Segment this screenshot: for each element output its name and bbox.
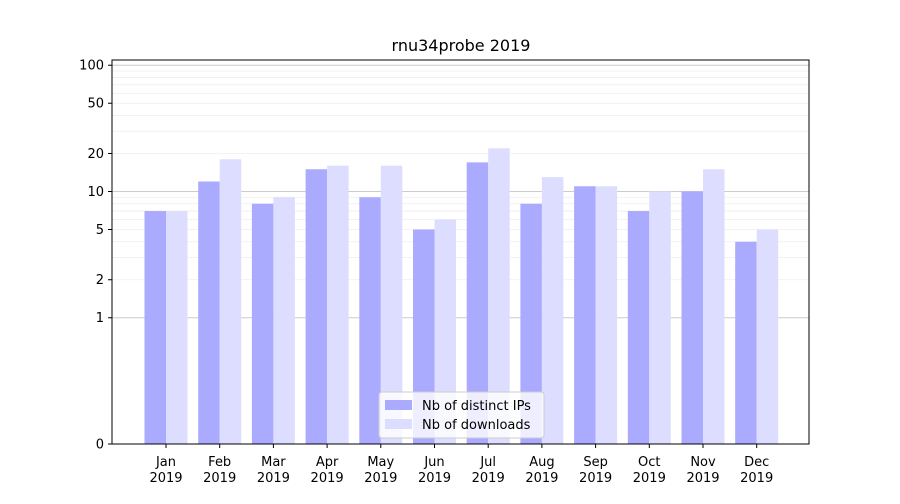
bar-downloads-dec <box>756 229 779 444</box>
bar-downloads-feb <box>219 159 242 445</box>
y-tick-label: 100 <box>79 59 104 74</box>
bar-downloads-sep <box>595 186 618 445</box>
legend: Nb of distinct IPs Nb of downloads <box>378 391 545 439</box>
legend-box <box>378 391 545 439</box>
bar-distinct-ips-aug <box>520 203 542 444</box>
bar-distinct-ips-apr <box>305 169 328 444</box>
bar-distinct-ips-oct <box>627 211 650 444</box>
x-tick-label: Nov 2019 <box>686 455 719 486</box>
y-tick-label: 50 <box>87 97 104 112</box>
bar-downloads-nov <box>703 169 725 444</box>
bar-downloads-may <box>380 165 403 444</box>
y-axis: 0 1 2 5 10 20 50 100 <box>79 59 112 453</box>
bar-downloads-jul <box>488 148 510 444</box>
x-tick-label: Sep 2019 <box>579 455 612 486</box>
bar-downloads-oct <box>649 191 671 444</box>
x-tick-label: Mar 2019 <box>257 455 290 486</box>
bar-downloads-jun <box>434 219 456 444</box>
bar-downloads-mar <box>273 197 295 444</box>
y-tick-label: 1 <box>96 311 104 326</box>
bar-distinct-ips-mar <box>251 203 274 444</box>
y-tick-label: 0 <box>96 438 104 453</box>
bar-distinct-ips-sep <box>574 186 596 445</box>
bar-distinct-ips-jan <box>144 211 166 444</box>
bar-distinct-ips-jun <box>413 229 435 444</box>
bar-downloads-apr <box>327 165 349 444</box>
legend-label: Nb of distinct IPs <box>422 399 531 414</box>
y-tick-label: 20 <box>87 147 104 162</box>
y-tick-label: 5 <box>96 223 104 238</box>
chart-title: rnu34probe 2019 <box>392 36 531 55</box>
x-tick-label: Feb 2019 <box>203 455 236 486</box>
x-axis: Jan 2019 Feb 2019 Mar 2019 Apr 2019 May 2019 Jun 20… <box>149 444 773 486</box>
plot-frame <box>111 59 810 445</box>
x-tick-label: Jan 2019 <box>149 455 182 486</box>
bar-downloads-aug <box>541 177 564 445</box>
legend-label: Nb of downloads <box>422 418 531 433</box>
legend-swatch <box>385 419 412 429</box>
x-tick-label: Aug 2019 <box>525 455 558 486</box>
legend-swatch <box>385 400 412 410</box>
x-tick-label: May 2019 <box>364 455 397 486</box>
y-tick-label: 10 <box>87 185 104 200</box>
bar-distinct-ips-feb <box>198 181 220 444</box>
bar-distinct-ips-dec <box>735 241 757 444</box>
x-tick-label: Dec 2019 <box>740 455 773 486</box>
bar-distinct-ips-jul <box>466 162 489 444</box>
bar-downloads-jan <box>166 211 188 444</box>
y-tick-label: 2 <box>96 273 104 288</box>
bar-distinct-ips-nov <box>681 191 703 444</box>
bar-distinct-ips-may <box>359 197 381 444</box>
x-tick-label: Oct 2019 <box>633 455 666 486</box>
x-tick-label: Jul 2019 <box>472 455 505 486</box>
bars <box>144 148 779 445</box>
x-tick-label: Jun 2019 <box>418 455 451 486</box>
x-tick-label: Apr 2019 <box>311 455 344 486</box>
